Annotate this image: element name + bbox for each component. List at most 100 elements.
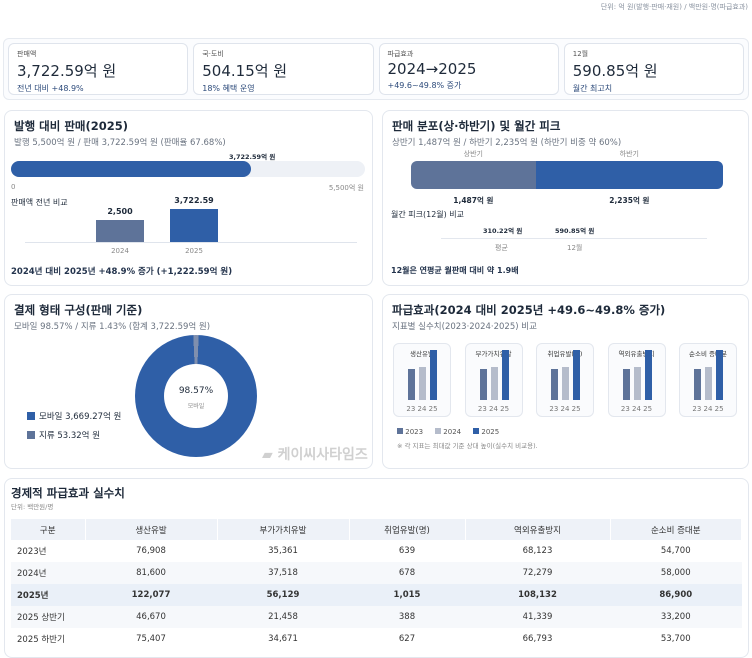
legend-label: 2025	[481, 428, 500, 436]
column-header: 구분	[11, 519, 86, 540]
panel-title: 발행 대비 판매(2025)	[14, 119, 129, 133]
issue-panel: 발행 대비 판매(2025) 발행 5,500억 원 / 판매 3,722.59…	[4, 110, 373, 286]
table-cell: 66,793	[522, 634, 553, 644]
table-cell: 72,279	[465, 562, 610, 584]
kpi-value: 504.15억 원	[202, 62, 288, 80]
bar-2025	[716, 350, 723, 400]
bar-value-label: 3,722.59	[174, 196, 214, 205]
axis-max: 5,500억 원	[328, 184, 364, 192]
second-half-name: 하반기	[619, 150, 639, 158]
table-cell: 2024년	[11, 562, 85, 584]
peak-name-dec: 12월	[567, 244, 583, 252]
impact-note: ※ 각 지표는 최대값 기준 상대 높이(실수치 비교용).	[397, 442, 538, 450]
split-bar	[411, 161, 723, 189]
bar-2023	[408, 368, 415, 400]
kpi-sub: 18% 혜택 운영	[202, 84, 255, 93]
peak-baseline	[441, 238, 707, 239]
donut-hole	[164, 364, 228, 428]
peak-value-avg: 310.22억 원	[483, 227, 523, 235]
progress-label: 3,722.59억 원	[229, 153, 276, 161]
table-unit: 단위: 백만원/명	[11, 503, 54, 511]
peak-title: 월간 피크(12월) 비교	[391, 210, 465, 219]
panel-subtitle: 상반기 1,487억 원 / 하반기 2,235억 원 (하반기 비중 약 60…	[392, 138, 622, 148]
table-cell: 76,908	[136, 546, 166, 556]
table-cell: 35,361	[268, 546, 298, 556]
bar-2025	[501, 350, 509, 400]
impact-panel: 파급효과(2024 대비 2025년 +49.6~49.8% 증가) 지표별 실…	[382, 294, 749, 469]
table-cell: 68,123	[522, 546, 553, 556]
mini-chart-x-labels: 23 24 25	[620, 405, 653, 413]
table-cell: 1,015	[349, 584, 465, 606]
panel-subtitle: 지표별 실수치(2023·2024·2025) 비교	[392, 322, 537, 332]
mini-chart-x-labels: 23 24 25	[549, 405, 581, 413]
table-cell: 54,700	[660, 546, 691, 556]
bar-2023	[551, 368, 558, 400]
peak-name-avg: 평균	[495, 244, 508, 252]
column-header: 취업유발(명)	[349, 519, 466, 540]
mini-chart-title: 부가가치유발	[475, 350, 512, 358]
legend-paper: 지류 53.32억 원	[27, 429, 100, 441]
table-cell: 2025 상반기	[11, 606, 85, 628]
bar-2025	[573, 350, 580, 400]
mini-chart-x-labels: 23 24 25	[477, 405, 510, 413]
peak-value-dec: 590.85억 원	[555, 227, 595, 235]
table-cell: 21,458	[217, 606, 349, 628]
legend-swatch	[27, 431, 35, 439]
axis-min: 0	[11, 183, 16, 191]
bar-2024	[633, 366, 641, 400]
kpi-value: 2024→2025	[387, 60, 477, 78]
issue-note: 2024년 대비 2025년 +48.9% 증가 (+1,222.59억 원)	[11, 267, 233, 277]
kpi-value: 3,722.59억 원	[17, 62, 117, 80]
bar-2024	[419, 366, 426, 400]
table-cell: 41,339	[465, 606, 610, 628]
bar-2023	[479, 368, 487, 400]
donut-center-label: 모바일	[187, 403, 205, 410]
mini-chart-x-labels: 23 24 25	[692, 405, 724, 413]
table-cell: 33,200	[610, 606, 742, 628]
first-half-value: 1,487억 원	[453, 196, 494, 205]
bar-2024	[705, 366, 712, 400]
kpi-row: 판매액 3,722.59억 원 전년 대비 +48.9% 국·도비 504.15억 원…	[3, 38, 749, 100]
legend-2023: 2023	[397, 428, 423, 436]
kpi-card: 파급효과 2024→2025 +49.6~49.8% 증가	[378, 43, 559, 95]
kpi-card: 12월 590.85억 원 월간 최고치	[563, 43, 744, 95]
legend-2024: 2024	[435, 428, 461, 436]
impact-mini-chart: 생산유발 23 24 25	[393, 343, 451, 417]
bar-2023	[622, 368, 630, 400]
compare-title: 판매액 전년 비교	[11, 198, 68, 207]
progress-track	[11, 161, 365, 177]
kpi-label: 12월	[572, 50, 589, 58]
table-cell: 122,077	[85, 584, 217, 606]
mini-chart-title: 생산유발	[410, 350, 434, 358]
bar-2024	[96, 219, 144, 242]
mini-chart-x-labels: 23 24 25	[406, 405, 438, 413]
kpi-sub: 전년 대비 +48.9%	[17, 84, 84, 93]
compare-baseline	[25, 242, 357, 243]
table-cell: 75,407	[136, 634, 166, 644]
column-header: 생산유발	[85, 519, 218, 540]
table-cell: 2025년	[11, 584, 85, 606]
table-row: 2025 상반기 46,670 21,458 388 41,339 33,200	[11, 606, 742, 628]
legend-label: 2023	[405, 428, 424, 436]
table-cell: 56,129	[217, 584, 349, 606]
bar-2024	[490, 366, 498, 400]
bar-value-label: 2,500	[107, 206, 133, 216]
table-cell: 58,000	[610, 562, 742, 584]
kpi-sub: +49.6~49.8% 증가	[387, 81, 462, 90]
first-half-name: 상반기	[463, 150, 483, 158]
table-row: 2024년 81,600 37,518 678 72,279 58,000	[11, 562, 742, 584]
impact-mini-chart: 부가가치유발 23 24 25	[464, 343, 523, 417]
table-cell: 108,132	[465, 584, 610, 606]
donut-center-value: 98.57%	[178, 386, 214, 396]
mini-chart-title: 취업유발(명)	[547, 350, 583, 358]
table-cell: 37,518	[217, 562, 349, 584]
mini-chart-title: 순소비 증대분	[689, 350, 727, 358]
kpi-card: 판매액 3,722.59억 원 전년 대비 +48.9%	[8, 43, 189, 95]
legend-label: 지류 53.32억 원	[39, 431, 101, 441]
impact-mini-chart: 순소비 증대분 23 24 25	[679, 343, 737, 417]
column-header: 부가가치유발	[217, 519, 350, 540]
second-half-segment	[535, 161, 723, 189]
table-cell: 388	[349, 606, 465, 628]
mini-chart-title: 역외유출방지	[618, 350, 655, 358]
legend-label: 2024	[443, 428, 462, 436]
